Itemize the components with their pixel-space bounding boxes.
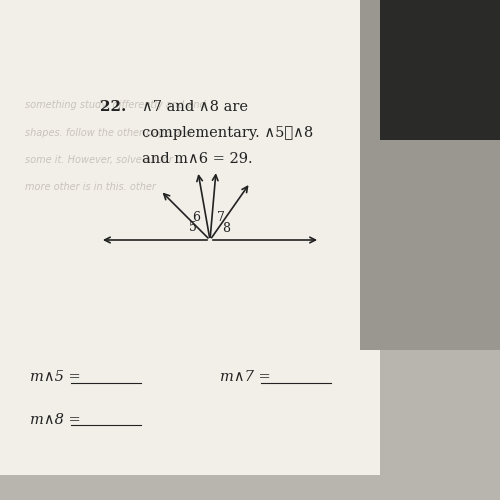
Text: m∧7 =: m∧7 = [220,370,276,384]
Text: m∧8 =: m∧8 = [30,412,86,426]
Text: more other is in this. other: more other is in this. other [25,182,156,192]
Text: something study. differently and and: something study. differently and and [25,100,206,110]
Text: and m∧6 = 29.: and m∧6 = 29. [142,152,253,166]
Text: ∧7 and ∧8 are: ∧7 and ∧8 are [142,100,248,114]
Text: 8: 8 [222,222,230,235]
Text: shapes. follow the other page and: shapes. follow the other page and [25,128,192,138]
Text: some it. However, solve all for: some it. However, solve all for [25,155,173,165]
Text: complementary. ∧5≅∧8: complementary. ∧5≅∧8 [142,126,314,140]
Text: m∧5 =: m∧5 = [30,370,86,384]
FancyBboxPatch shape [360,0,500,350]
Text: 5: 5 [188,221,196,234]
Text: 6: 6 [192,211,200,224]
FancyBboxPatch shape [380,0,500,140]
Text: 22.: 22. [100,100,126,114]
Text: 7: 7 [217,211,225,224]
FancyBboxPatch shape [0,0,380,475]
